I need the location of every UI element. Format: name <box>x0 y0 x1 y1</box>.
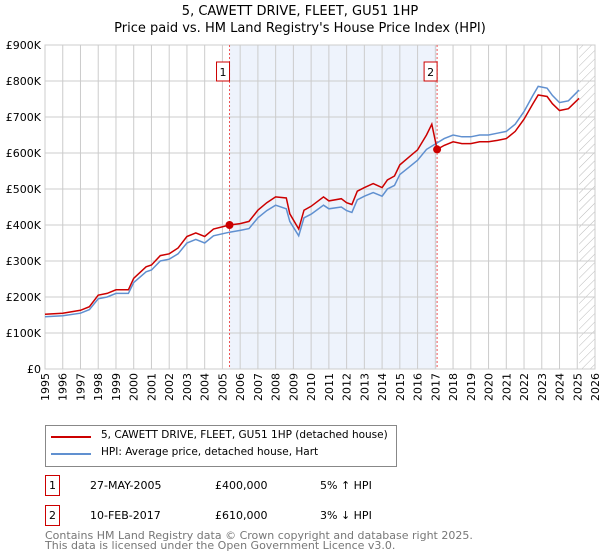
x-tick-label: 2018 <box>447 373 460 401</box>
x-tick-label: 1998 <box>92 373 105 401</box>
x-tick-label: 2011 <box>323 373 336 401</box>
legend-label-property: 5, CAWETT DRIVE, FLEET, GU51 1HP (detach… <box>101 429 388 441</box>
y-tick-label: £300K <box>6 255 42 268</box>
transaction-badge: 2 <box>45 505 60 526</box>
y-tick-label: £100K <box>6 327 42 340</box>
x-tick-label: 2019 <box>465 373 478 401</box>
transaction-delta: 3% ↓ HPI <box>320 509 372 522</box>
transaction-row: 2 10-FEB-2017 £610,000 3% ↓ HPI <box>45 505 445 527</box>
footer: Contains HM Land Registry data © Crown c… <box>45 529 473 552</box>
legend: 5, CAWETT DRIVE, FLEET, GU51 1HP (detach… <box>45 425 397 467</box>
sale-badge-label: 2 <box>427 66 434 79</box>
hpi-line <box>44 85 580 318</box>
x-tick-label: 2008 <box>270 373 283 401</box>
x-tick-label: 2006 <box>234 373 247 401</box>
sale-badge-label: 1 <box>220 66 227 79</box>
x-tick-label: 2016 <box>412 373 425 401</box>
y-tick-label: £900K <box>6 39 42 52</box>
x-tick-label: 2025 <box>571 373 584 401</box>
x-tick-label: 2021 <box>500 373 513 401</box>
sale-point <box>225 221 234 229</box>
x-tick-label: 2005 <box>216 373 229 401</box>
x-tick-label: 2017 <box>429 373 442 401</box>
sale-badge <box>423 61 438 82</box>
footer-line-1: Contains HM Land Registry data © Crown c… <box>45 529 473 542</box>
transaction-badge: 1 <box>45 475 60 496</box>
x-tick-label: 1999 <box>110 373 123 401</box>
x-tick-label: 2014 <box>376 373 389 401</box>
transaction-price: £400,000 <box>215 479 268 492</box>
chart-title: 5, CAWETT DRIVE, FLEET, GU51 1HP <box>181 4 419 19</box>
chart-subtitle: Price paid vs. HM Land Registry's House … <box>114 21 486 36</box>
sale-point <box>433 145 442 154</box>
x-tick-label: 1997 <box>74 373 87 401</box>
x-tick-label: 2023 <box>536 373 549 401</box>
y-tick-label: £800K <box>6 75 42 88</box>
x-tick-label: 2007 <box>252 373 265 401</box>
transaction-price: £610,000 <box>215 509 268 522</box>
x-tick-label: 2001 <box>145 373 158 401</box>
y-tick-label: £700K <box>6 111 42 124</box>
legend-label-hpi: HPI: Average price, detached house, Hart <box>101 446 319 458</box>
x-tick-label: 2009 <box>287 373 300 401</box>
y-tick-label: £0 <box>27 363 41 376</box>
x-tick-label: 2003 <box>181 373 194 401</box>
y-tick-label: £500K <box>6 183 42 196</box>
x-tick-label: 2026 <box>589 373 600 401</box>
y-tick-label: £600K <box>6 147 42 160</box>
sale-period-shade <box>229 45 438 369</box>
transaction-date: 27-MAY-2005 <box>90 479 162 492</box>
transaction-row: 1 27-MAY-2005 £400,000 5% ↑ HPI <box>45 475 445 497</box>
line-chart: £0 £100K £200K £300K £400K £500K £600K £700K £80… <box>6 39 600 401</box>
x-tick-label: 2002 <box>163 373 176 401</box>
x-tick-label: 2004 <box>199 373 212 401</box>
x-tick-label: 2012 <box>341 373 354 401</box>
transaction-delta: 5% ↑ HPI <box>320 479 372 492</box>
y-tick-label: £400K <box>6 219 42 232</box>
x-tick-label: 2013 <box>358 373 371 401</box>
x-tick-label: 1996 <box>57 373 70 401</box>
transaction-date: 10-FEB-2017 <box>90 509 161 522</box>
x-tick-label: 2015 <box>394 373 407 401</box>
y-tick-label: £200K <box>6 291 42 304</box>
x-tick-label: 2000 <box>128 373 141 401</box>
legend-line-hpi <box>51 453 91 455</box>
x-tick-label: 1995 <box>39 373 52 401</box>
plot-border <box>44 44 596 370</box>
x-tick-label: 2020 <box>483 373 496 401</box>
footer-line-2: This data is licensed under the Open Gov… <box>45 539 396 552</box>
sale-badge <box>216 61 231 82</box>
property-line <box>44 94 580 316</box>
forecast-hatch <box>579 45 595 369</box>
x-tick-label: 2024 <box>554 373 567 401</box>
x-tick-label: 2010 <box>305 373 318 401</box>
x-tick-label: 2022 <box>518 373 531 401</box>
legend-line-property <box>51 436 91 438</box>
